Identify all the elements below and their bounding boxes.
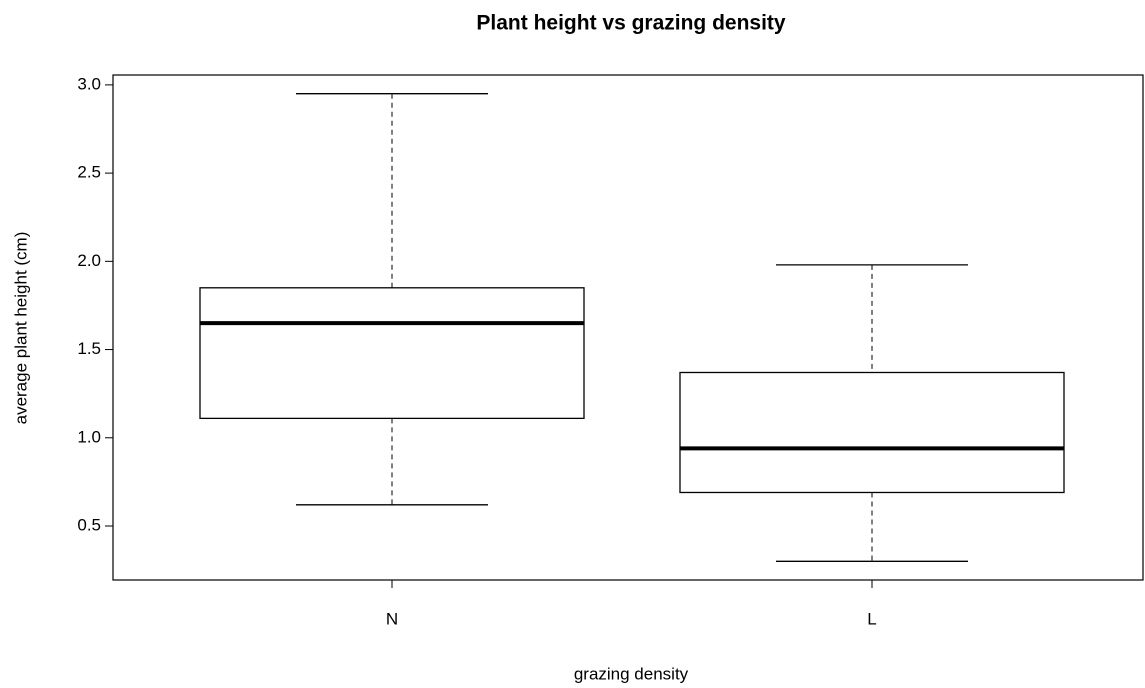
y-axis-label: average plant height (cm): [11, 232, 30, 425]
y-tick-label: 1.0: [77, 427, 101, 446]
y-tick-label: 3.0: [77, 74, 101, 93]
y-tick-label: 2.5: [77, 163, 101, 182]
x-axis-label: grazing density: [574, 664, 689, 683]
y-tick-label: 0.5: [77, 515, 101, 534]
box: [679, 371, 1065, 494]
chart-title: Plant height vs grazing density: [476, 12, 786, 35]
plot-frame: [112, 74, 1144, 581]
x-tick-label: L: [867, 609, 876, 628]
box: [199, 287, 585, 420]
y-tick-label: 2.0: [77, 251, 101, 270]
x-tick-label: N: [386, 609, 398, 628]
y-tick-label: 1.5: [77, 339, 101, 358]
